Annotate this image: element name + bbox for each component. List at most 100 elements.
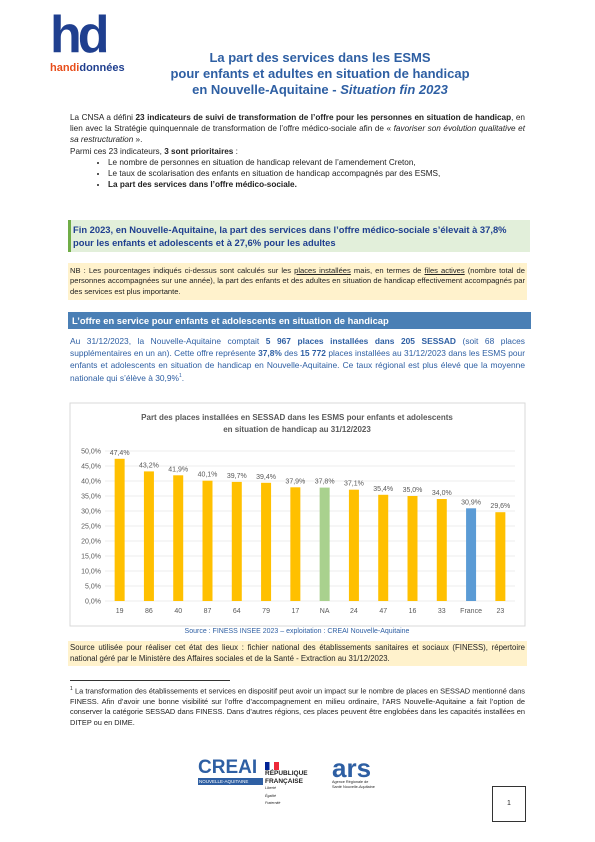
y-tick-label: 20,0% [81, 539, 101, 546]
value-label: 39,4% [256, 474, 276, 481]
bar [495, 512, 506, 601]
title-line: en Nouvelle-Aquitaine - [192, 82, 341, 97]
creai-logo: CREAI NOUVELLE-AQUITAINE [198, 758, 263, 785]
bar [466, 508, 477, 601]
x-tick-label: 64 [233, 608, 241, 615]
chart-title: Part des places installées en SESSAD dan… [141, 413, 453, 422]
text: , en lien avec la Stratégie quinquennale… [70, 113, 525, 134]
y-tick-label: 35,0% [81, 494, 101, 501]
value-label: 35,4% [373, 486, 393, 493]
logo-text: ars [332, 753, 372, 783]
section-heading: L’offre en service pour enfants et adole… [68, 312, 531, 329]
bar [378, 494, 389, 601]
logo-text: Agence Régionale de Santé Nouvelle-Aquit… [332, 780, 375, 789]
x-tick-label: 86 [145, 608, 153, 615]
value-label: 29,6% [490, 503, 510, 510]
x-tick-label: 17 [291, 608, 299, 615]
bar [173, 475, 184, 601]
title-line: Situation fin 2023 [340, 82, 448, 97]
y-tick-label: 15,0% [81, 554, 101, 561]
y-tick-label: 50,0% [81, 449, 101, 456]
bar [348, 489, 359, 601]
logo-text: RÉPUBLIQUE [265, 770, 308, 777]
x-tick-label: 23 [496, 608, 504, 615]
rf-logo: RÉPUBLIQUE FRANÇAISE Liberté Égalité Fra… [265, 762, 320, 808]
source-note: Source utilisée pour réaliser cet état d… [68, 641, 527, 667]
y-tick-label: 40,0% [81, 479, 101, 486]
chart-title: en situation de handicap au 31/12/2023 [223, 425, 371, 434]
text: NB : Les pourcentages indiqués ci-dessus… [70, 266, 295, 275]
y-tick-label: 25,0% [81, 524, 101, 531]
title-line: La part des services dans les ESMS [209, 50, 431, 65]
bar [290, 487, 301, 601]
text: 23 indicateurs de suivi de transformatio… [135, 113, 512, 122]
bullet: Le taux de scolarisation des enfants en … [108, 168, 525, 179]
bar [202, 480, 213, 601]
x-tick-label: 24 [350, 608, 358, 615]
value-label: 37,8% [315, 479, 335, 486]
text: places installées [294, 266, 351, 275]
value-label: 35,0% [403, 487, 423, 494]
bar [436, 499, 447, 601]
section-paragraph: Au 31/12/2023, la Nouvelle-Aquitaine com… [70, 336, 525, 385]
y-tick-label: 0,0% [85, 599, 101, 606]
highlight: Fin 2023, en Nouvelle-Aquitaine, la part… [68, 220, 530, 252]
value-label: 47,4% [110, 450, 130, 457]
value-label: 37,1% [344, 481, 364, 488]
page-number: 1 [492, 786, 526, 822]
value-label: 43,2% [139, 462, 159, 469]
y-tick-label: 30,0% [81, 509, 101, 516]
title: La part des services dans les ESMS pour … [150, 50, 490, 98]
value-label: 39,7% [227, 473, 247, 480]
text: ». [133, 135, 143, 145]
footnote-number: 1 [70, 686, 73, 692]
logo: hd handidonnées [50, 6, 125, 74]
x-tick-label: NA [320, 608, 330, 615]
logo-mark: hd [50, 6, 110, 64]
x-tick-label: 87 [204, 608, 212, 615]
logo-text: Liberté Égalité Fraternité [265, 786, 281, 805]
text: La transformation des établissements et … [70, 686, 525, 727]
text: Au 31/12/2023, la Nouvelle-Aquitaine com… [70, 336, 266, 346]
bar [231, 481, 242, 601]
logo-word: handi [50, 62, 80, 74]
x-tick-label: 16 [409, 608, 417, 615]
text: (nombre total de personnes accompagnées … [70, 266, 526, 296]
bar [407, 496, 418, 601]
x-tick-label: France [460, 608, 482, 615]
value-label: 34,0% [432, 490, 452, 497]
y-tick-label: 5,0% [85, 584, 101, 591]
chart-source: Source : FINESS INSEE 2023 – exploitatio… [185, 628, 410, 635]
text: files actives [424, 266, 465, 275]
footnote-ref: 1 [178, 373, 182, 380]
bar [261, 482, 272, 601]
text: 37,8% [258, 347, 282, 358]
value-label: 30,9% [461, 499, 481, 506]
x-tick-label: 40 [174, 608, 182, 615]
logo-text: NOUVELLE-AQUITAINE [198, 778, 263, 785]
text: . [181, 373, 185, 384]
bar [319, 487, 330, 601]
text: mais, en termes de [350, 266, 425, 275]
logo-word: données [79, 62, 125, 74]
text: (soit 68 places supplémentaires en un an… [70, 336, 525, 358]
text: favoriser son évolution qualitative et s… [70, 124, 526, 145]
text: 15 772 [300, 347, 326, 358]
value-label: 40,1% [198, 472, 218, 479]
footnote-rule [70, 680, 230, 681]
ars-logo: ars Agence Régionale de Santé Nouvelle-A… [332, 753, 392, 790]
text: : [233, 146, 238, 156]
bullet: Le nombre de personnes en situation de h… [108, 157, 525, 168]
title-line: pour enfants et adultes en situation de … [170, 66, 470, 81]
text: places installées au 31/12/2023 dans les… [70, 347, 525, 384]
text: 3 sont prioritaires [164, 146, 234, 156]
text: 5 967 places installées dans 205 SESSAD [265, 336, 456, 346]
y-tick-label: 45,0% [81, 464, 101, 471]
text: La CNSA a défini [70, 113, 136, 122]
text: Parmi ces 23 indicateurs, [70, 146, 165, 156]
bar [143, 471, 154, 601]
bullet: La part des services dans l’offre médico… [108, 179, 525, 190]
logo-text: FRANÇAISE [265, 777, 303, 785]
